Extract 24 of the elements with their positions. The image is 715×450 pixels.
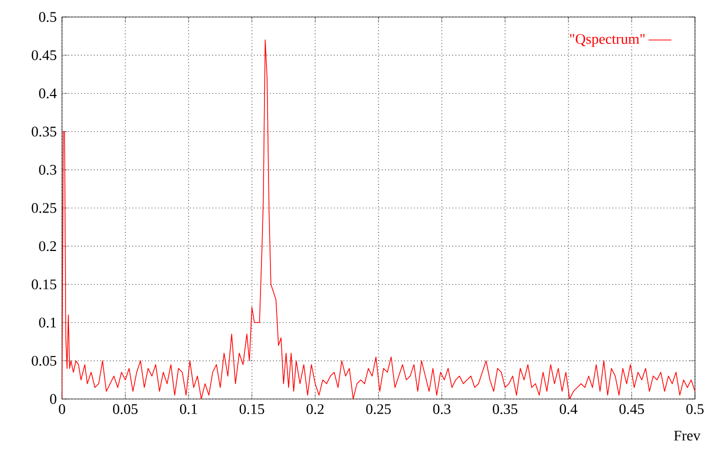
x-axis-title: Frev [674, 430, 701, 441]
x-tick-label: 0.05 [113, 404, 138, 414]
x-tick-label: 0.25 [366, 404, 391, 414]
y-tick-label: 0.1 [39, 318, 56, 328]
y-tick-label: 0.05 [32, 356, 56, 366]
y-tick-label: 0 [50, 394, 56, 404]
x-tick-label: 0.45 [619, 404, 644, 414]
x-tick-label: 0.15 [240, 404, 264, 414]
x-tick-label: 0.35 [492, 404, 518, 414]
y-tick-label: 0.45 [32, 50, 56, 60]
y-tick-label: 0.2 [39, 241, 56, 252]
y-tick-label: 0.5 [39, 12, 56, 22]
y-tick-label: 0.3 [39, 164, 56, 175]
y-tick-label: 0.25 [32, 203, 56, 213]
y-tick-label: 0.4 [39, 88, 57, 98]
x-tick-label: 0.4 [560, 404, 578, 414]
x-tick-label: 0.3 [433, 404, 450, 414]
x-tick-label: 0.2 [306, 404, 324, 414]
x-tick-label: 0.1 [180, 404, 197, 414]
x-tick-label: 0 [58, 404, 66, 414]
y-tick-label: 0.35 [32, 126, 56, 137]
y-tick-label: 0.15 [32, 279, 56, 290]
x-tick-label: 0.5 [686, 404, 704, 414]
legend-label: "Qspectrum" [570, 34, 645, 47]
